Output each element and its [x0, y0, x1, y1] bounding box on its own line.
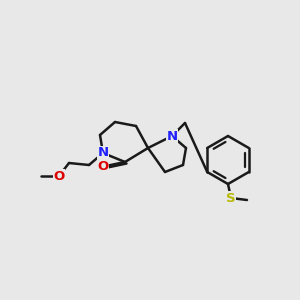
Text: N: N [98, 146, 109, 160]
Text: N: N [167, 130, 178, 142]
Text: O: O [98, 160, 109, 172]
Text: S: S [226, 191, 236, 205]
Text: O: O [53, 169, 64, 182]
